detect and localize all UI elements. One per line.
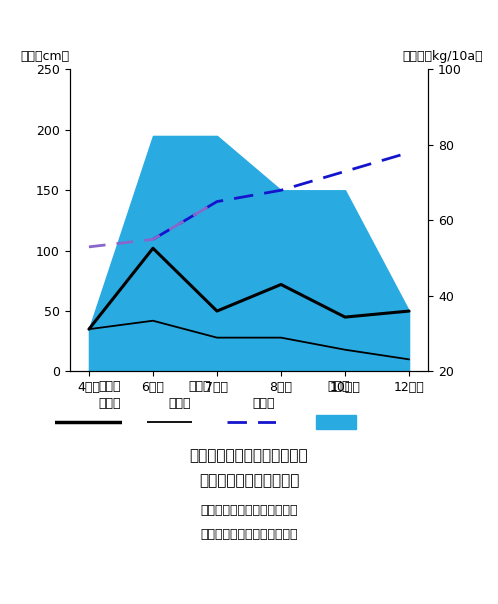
Text: 放任区：４月から放牧中止: 放任区：４月から放牧中止 xyxy=(200,528,298,541)
Text: 放牧圧: 放牧圧 xyxy=(327,380,350,393)
Text: 放任区: 放任区 xyxy=(188,380,211,393)
Text: ヨモギ: ヨモギ xyxy=(168,397,191,410)
Text: 放牧区: 放牧区 xyxy=(98,380,121,393)
Text: 注）放牧圧：山羊体重の合計: 注）放牧圧：山羊体重の合計 xyxy=(200,504,298,517)
Bar xyxy=(316,416,356,429)
Text: ススキ、ヨモギの草丈: ススキ、ヨモギの草丈 xyxy=(199,473,299,487)
Text: 放牧圧（kg/10a）: 放牧圧（kg/10a） xyxy=(402,50,483,63)
Text: 草丈（cm）: 草丈（cm） xyxy=(20,50,69,63)
Text: 図２　放牧３年目の放牧圧と: 図２ 放牧３年目の放牧圧と xyxy=(190,449,308,463)
Text: ススキ: ススキ xyxy=(252,397,275,410)
Text: ススキ: ススキ xyxy=(98,397,121,410)
